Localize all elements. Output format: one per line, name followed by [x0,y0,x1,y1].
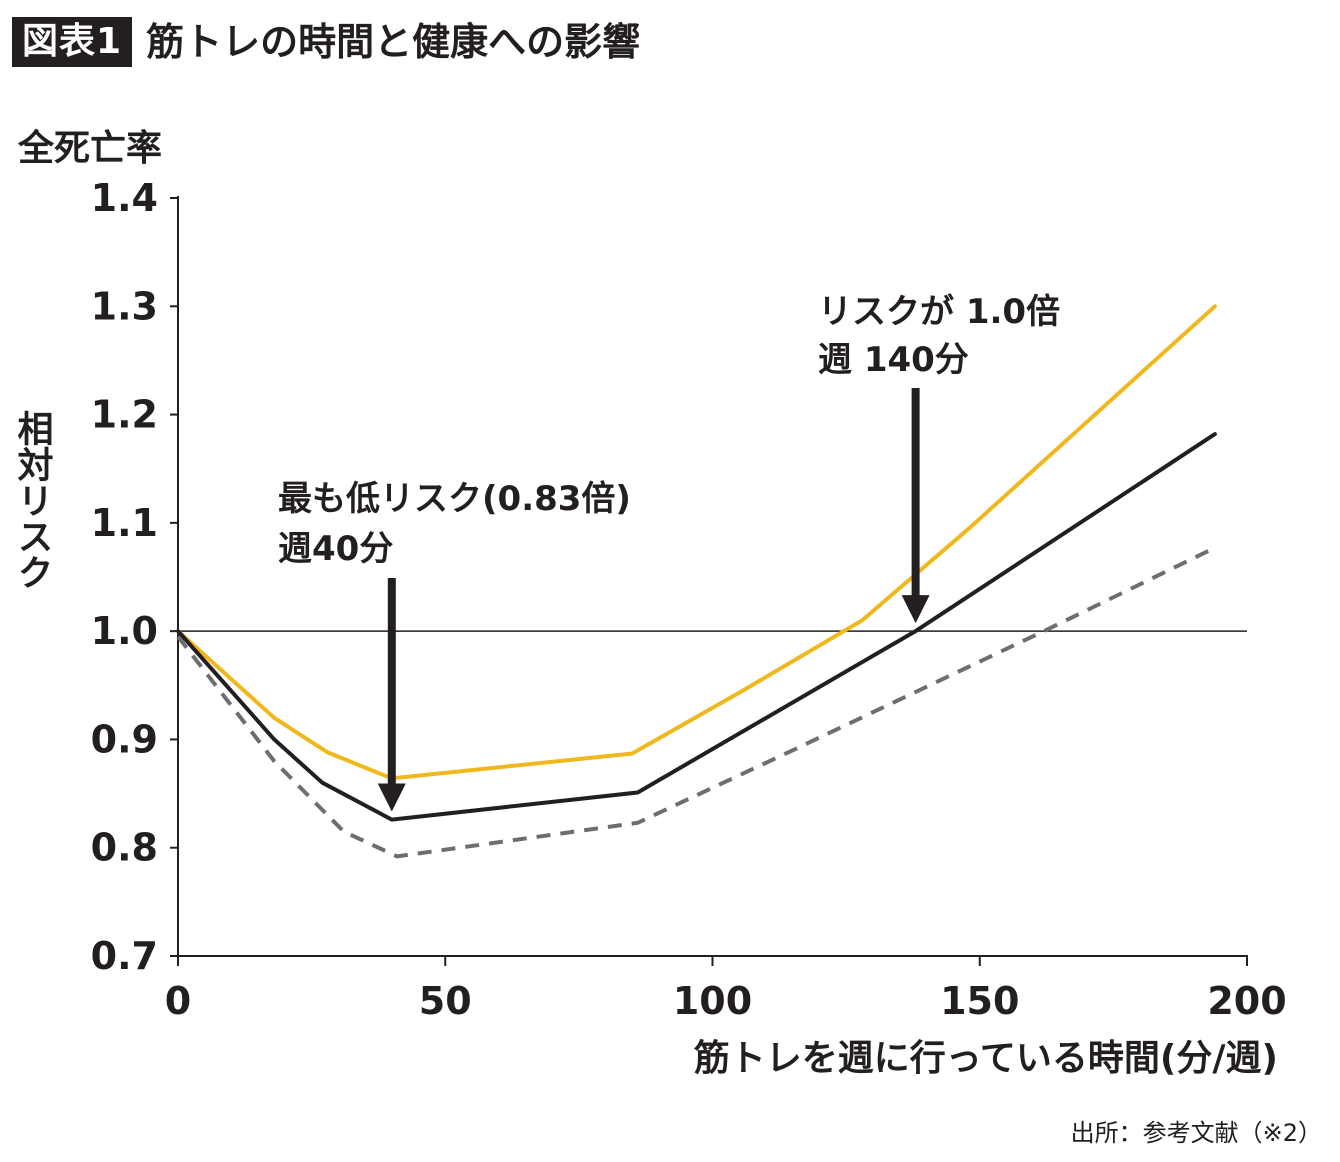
x-tick-label: 200 [1207,979,1286,1023]
annotation-1-line-1: 最も低リスク(0.83倍) [278,479,631,519]
x-tick-label: 100 [673,979,752,1023]
y-axis-label: 相対リスク [12,410,54,590]
y-tick-label: 0.9 [91,717,158,761]
x-tick-label: 0 [165,979,191,1023]
x-axis-title: 筋トレを週に行っている時間(分/週) [694,1038,1278,1079]
y-tick-label: 1.2 [91,393,158,437]
figure-badge: 図表1 [12,17,133,67]
annotation-2-arrowhead [901,595,930,624]
annotation-2-line-1: リスクが 1.0倍 [818,292,1060,332]
series-line-2 [176,432,1217,822]
figure-header: 図表1 筋トレの時間と健康への影響 [12,16,640,68]
series-line-3 [176,546,1216,859]
figure-title: 筋トレの時間と健康への影響 [146,20,641,64]
y-tick-label: 0.7 [91,934,158,978]
y-tick-label: 1.4 [91,176,158,220]
annotation-1-arrowhead [377,783,406,812]
annotation-2-line-2: 週 140分 [818,340,969,380]
y-tick-label: 1.3 [91,284,158,328]
source-note: 出所：参考文献（※2） [1070,1119,1322,1147]
annotation-1-line-2: 週40分 [278,529,393,569]
y-axis-title: 全死亡率 [17,127,162,169]
x-tick-label: 150 [940,979,1019,1023]
series-line-1 [176,304,1217,781]
x-tick-label: 50 [419,979,472,1023]
y-tick-label: 1.1 [91,501,158,545]
y-tick-label: 1.0 [91,609,158,653]
y-tick-label: 0.8 [91,826,158,870]
